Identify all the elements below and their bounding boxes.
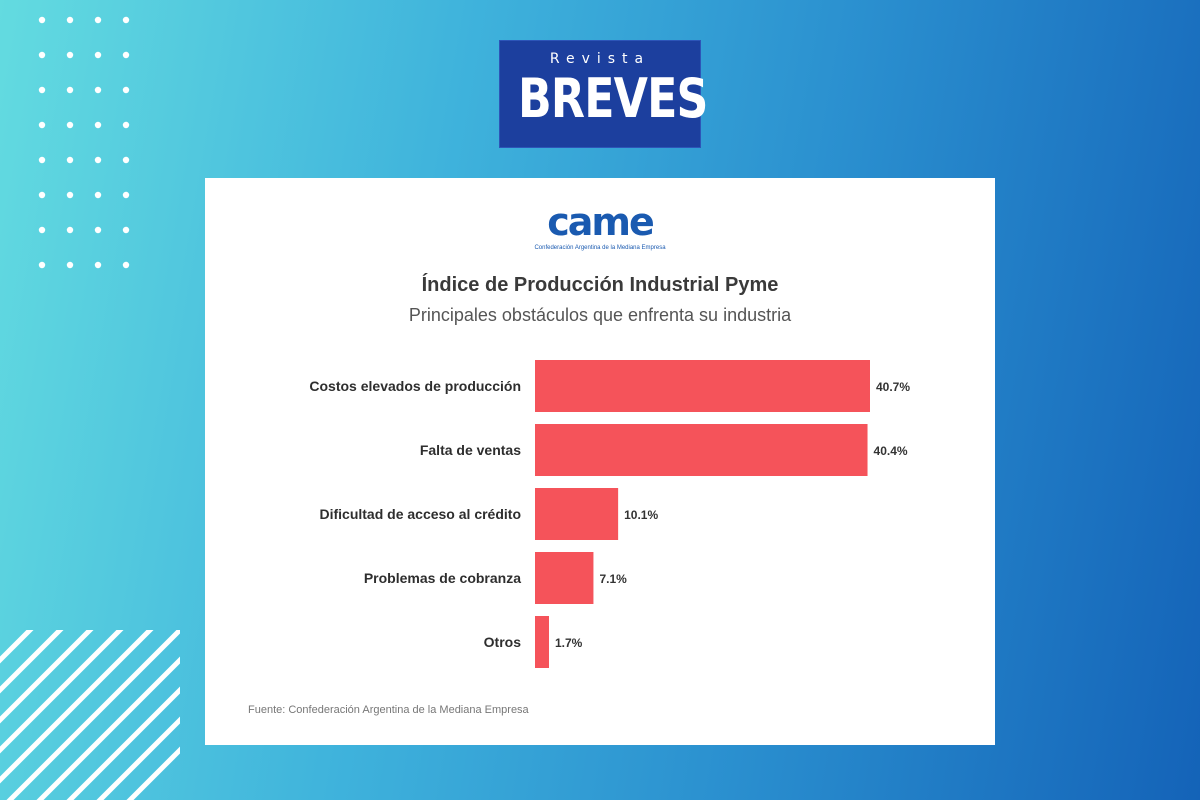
value-label: 40.4% (874, 444, 908, 458)
decorative-dot (38, 86, 46, 94)
decorative-dot (94, 86, 102, 94)
value-label: 1.7% (555, 636, 583, 650)
value-label: 10.1% (624, 508, 658, 522)
decorative-dots (38, 16, 130, 269)
decorative-dot (66, 156, 74, 164)
bar (535, 616, 549, 668)
decorative-dot (94, 51, 102, 59)
decorative-dot (94, 16, 102, 24)
decorative-dot (38, 261, 46, 269)
bar (535, 360, 870, 412)
chart-card: came Confederación Argentina de la Media… (205, 178, 995, 745)
decorative-dot (122, 226, 130, 234)
came-logo-tagline: Confederación Argentina de la Mediana Em… (534, 245, 666, 251)
came-logo: came Confederación Argentina de la Media… (205, 200, 995, 251)
decorative-dot (66, 261, 74, 269)
decorative-dot (66, 121, 74, 129)
decorative-dot (38, 156, 46, 164)
category-label: Problemas de cobranza (364, 570, 521, 586)
decorative-dot (122, 16, 130, 24)
value-label: 7.1% (599, 572, 627, 586)
logo-revista-text: Revista (549, 51, 651, 67)
decorative-dot (122, 51, 130, 59)
decorative-dot (122, 156, 130, 164)
decorative-dot (94, 226, 102, 234)
value-label: 40.7% (876, 380, 910, 394)
decorative-dot (38, 191, 46, 199)
decorative-dot (94, 261, 102, 269)
category-label: Falta de ventas (420, 442, 521, 458)
bar-chart: Costos elevados de producción 40.7% Falta … (309, 360, 910, 668)
revista-breves-logo: Revista BREVES (499, 40, 708, 148)
decorative-dot (38, 16, 46, 24)
decorative-dot (94, 191, 102, 199)
chart-subtitle: Principales obstáculos que enfrenta su i… (408, 305, 792, 325)
category-label: Costos elevados de producción (309, 378, 521, 394)
decorative-dot (94, 121, 102, 129)
bar (535, 552, 594, 604)
decorative-dot (66, 86, 74, 94)
decorative-dot (122, 86, 130, 94)
decorative-dot (38, 51, 46, 59)
came-logo-word: came (547, 200, 655, 244)
category-label: Otros (484, 634, 522, 650)
logo-breves-text: BREVES (518, 67, 708, 130)
category-label: Dificultad de acceso al crédito (319, 506, 521, 522)
chart-source: Fuente: Confederación Argentina de la Me… (248, 704, 529, 716)
bar (535, 424, 868, 476)
bar (535, 488, 619, 540)
chart-title: Índice de Producción Industrial Pyme (421, 274, 779, 296)
decorative-dot (122, 261, 130, 269)
decorative-dot (66, 51, 74, 59)
decorative-dot (38, 121, 46, 129)
decorative-dot (38, 226, 46, 234)
decorative-stripes (0, 630, 180, 800)
decorative-dot (66, 226, 74, 234)
decorative-dot (66, 191, 74, 199)
decorative-dot (122, 121, 130, 129)
decorative-dot (122, 191, 130, 199)
decorative-dot (66, 16, 74, 24)
decorative-dot (94, 156, 102, 164)
